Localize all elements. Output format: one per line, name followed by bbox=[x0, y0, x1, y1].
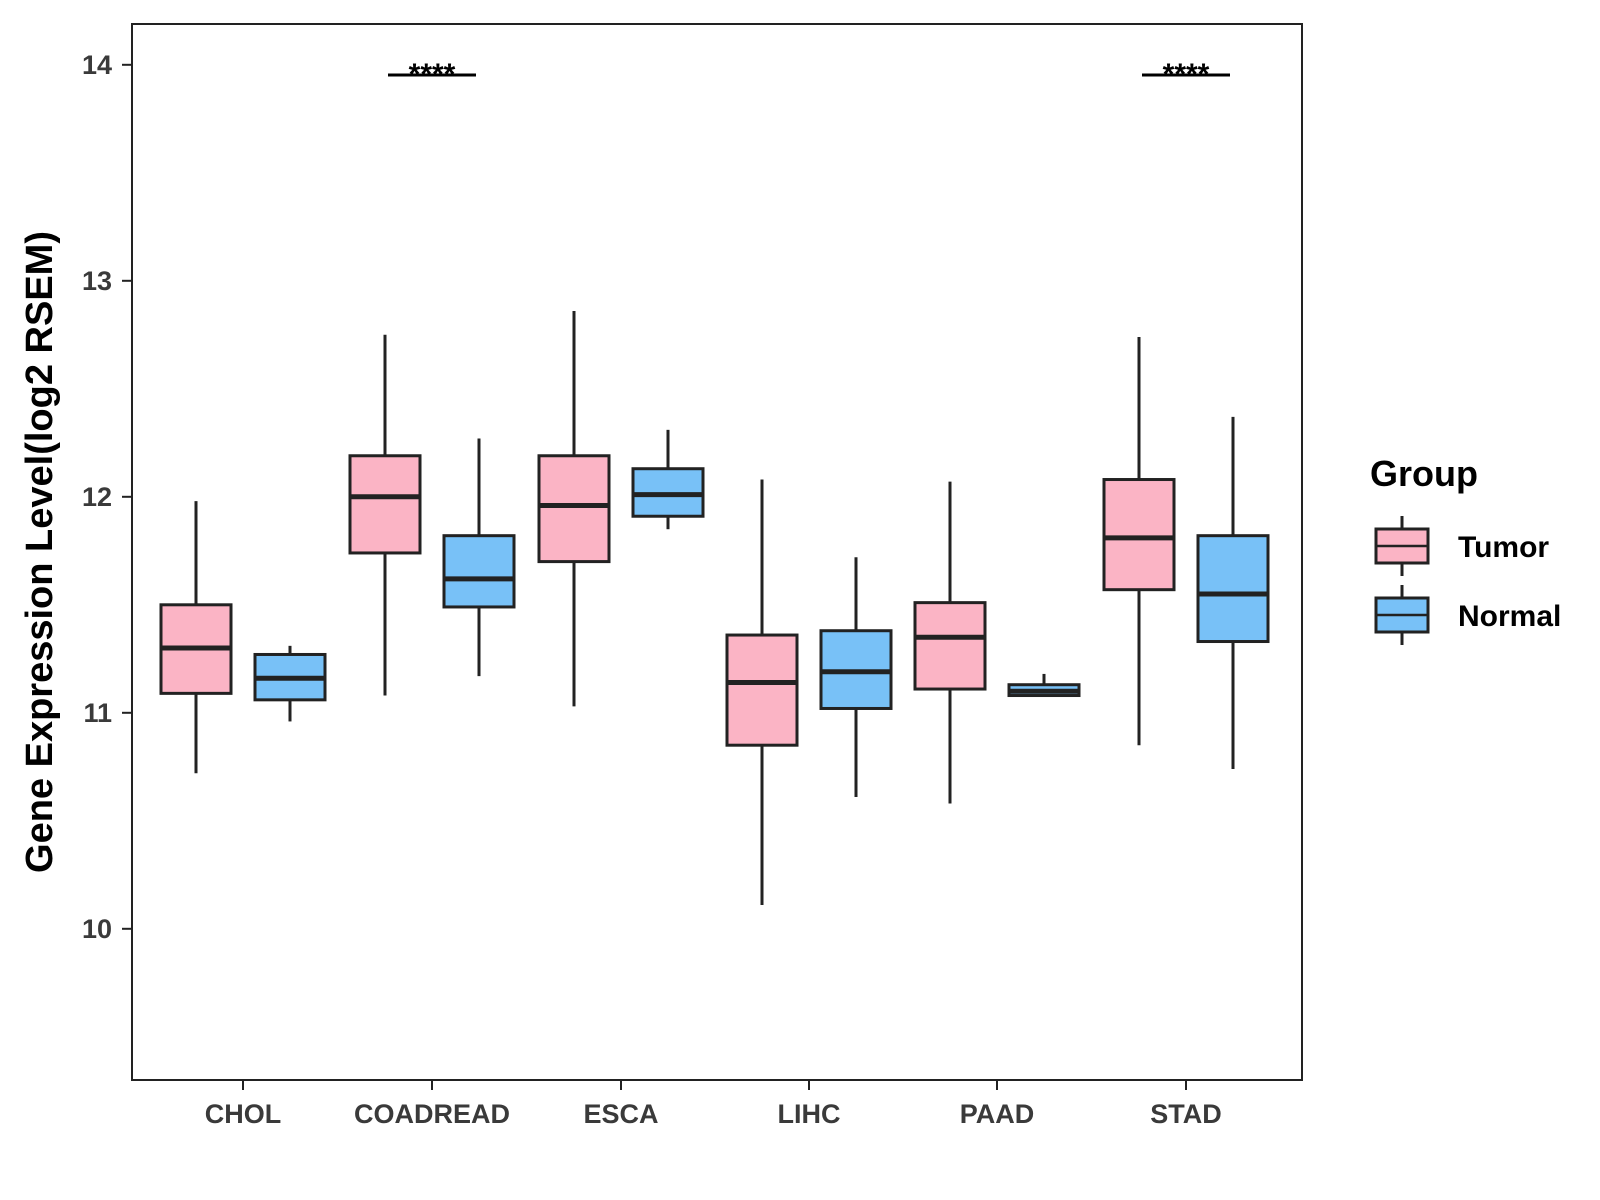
y-tick-label: 14 bbox=[82, 50, 112, 80]
x-axis: CHOL COADREAD ESCA LIHC PAAD STAD bbox=[205, 1080, 1222, 1129]
tumor-box bbox=[913, 481, 987, 804]
y-axis-title: Gene Expression Level(log2 RSEM) bbox=[19, 231, 61, 873]
x-tick-label: COADREAD bbox=[354, 1099, 510, 1129]
tumor-box bbox=[1102, 336, 1176, 746]
box-layer bbox=[159, 311, 1270, 906]
box-iqr bbox=[1196, 534, 1270, 644]
box-iqr bbox=[1102, 478, 1176, 592]
x-tick-label: CHOL bbox=[205, 1099, 282, 1129]
box-iqr bbox=[348, 454, 422, 555]
box-iqr bbox=[913, 601, 987, 691]
significance-annotations: **** **** bbox=[388, 58, 1230, 91]
box-iqr bbox=[537, 454, 611, 564]
legend-entry-tumor: Tumor bbox=[1374, 516, 1549, 576]
x-tick-label: ESCA bbox=[583, 1099, 658, 1129]
legend-title: Group bbox=[1370, 453, 1478, 494]
tumor-box bbox=[537, 311, 611, 707]
y-tick-label: 10 bbox=[82, 914, 112, 944]
y-tick-label: 11 bbox=[83, 698, 112, 728]
tumor-box bbox=[725, 479, 799, 906]
tumor-box bbox=[159, 501, 233, 774]
x-tick-label: PAAD bbox=[960, 1099, 1035, 1129]
normal-box bbox=[442, 438, 516, 677]
tumor-box bbox=[348, 334, 422, 696]
y-tick-label: 12 bbox=[82, 482, 112, 512]
legend-label: Tumor bbox=[1458, 531, 1549, 564]
normal-box bbox=[1007, 673, 1081, 698]
normal-box bbox=[1196, 416, 1270, 769]
normal-box bbox=[631, 429, 705, 530]
legend-label: Normal bbox=[1458, 600, 1561, 633]
y-axis: 10 11 12 13 14 bbox=[82, 50, 132, 944]
x-tick-label: LIHC bbox=[778, 1099, 841, 1129]
normal-box bbox=[253, 645, 327, 722]
y-tick-label: 13 bbox=[82, 266, 112, 296]
legend-entry-normal: Normal bbox=[1374, 585, 1561, 645]
x-tick-label: STAD bbox=[1150, 1099, 1222, 1129]
normal-box bbox=[819, 557, 893, 798]
legend: Group Tumor Normal bbox=[1370, 453, 1561, 645]
box-iqr bbox=[442, 534, 516, 609]
box-iqr bbox=[725, 633, 799, 747]
